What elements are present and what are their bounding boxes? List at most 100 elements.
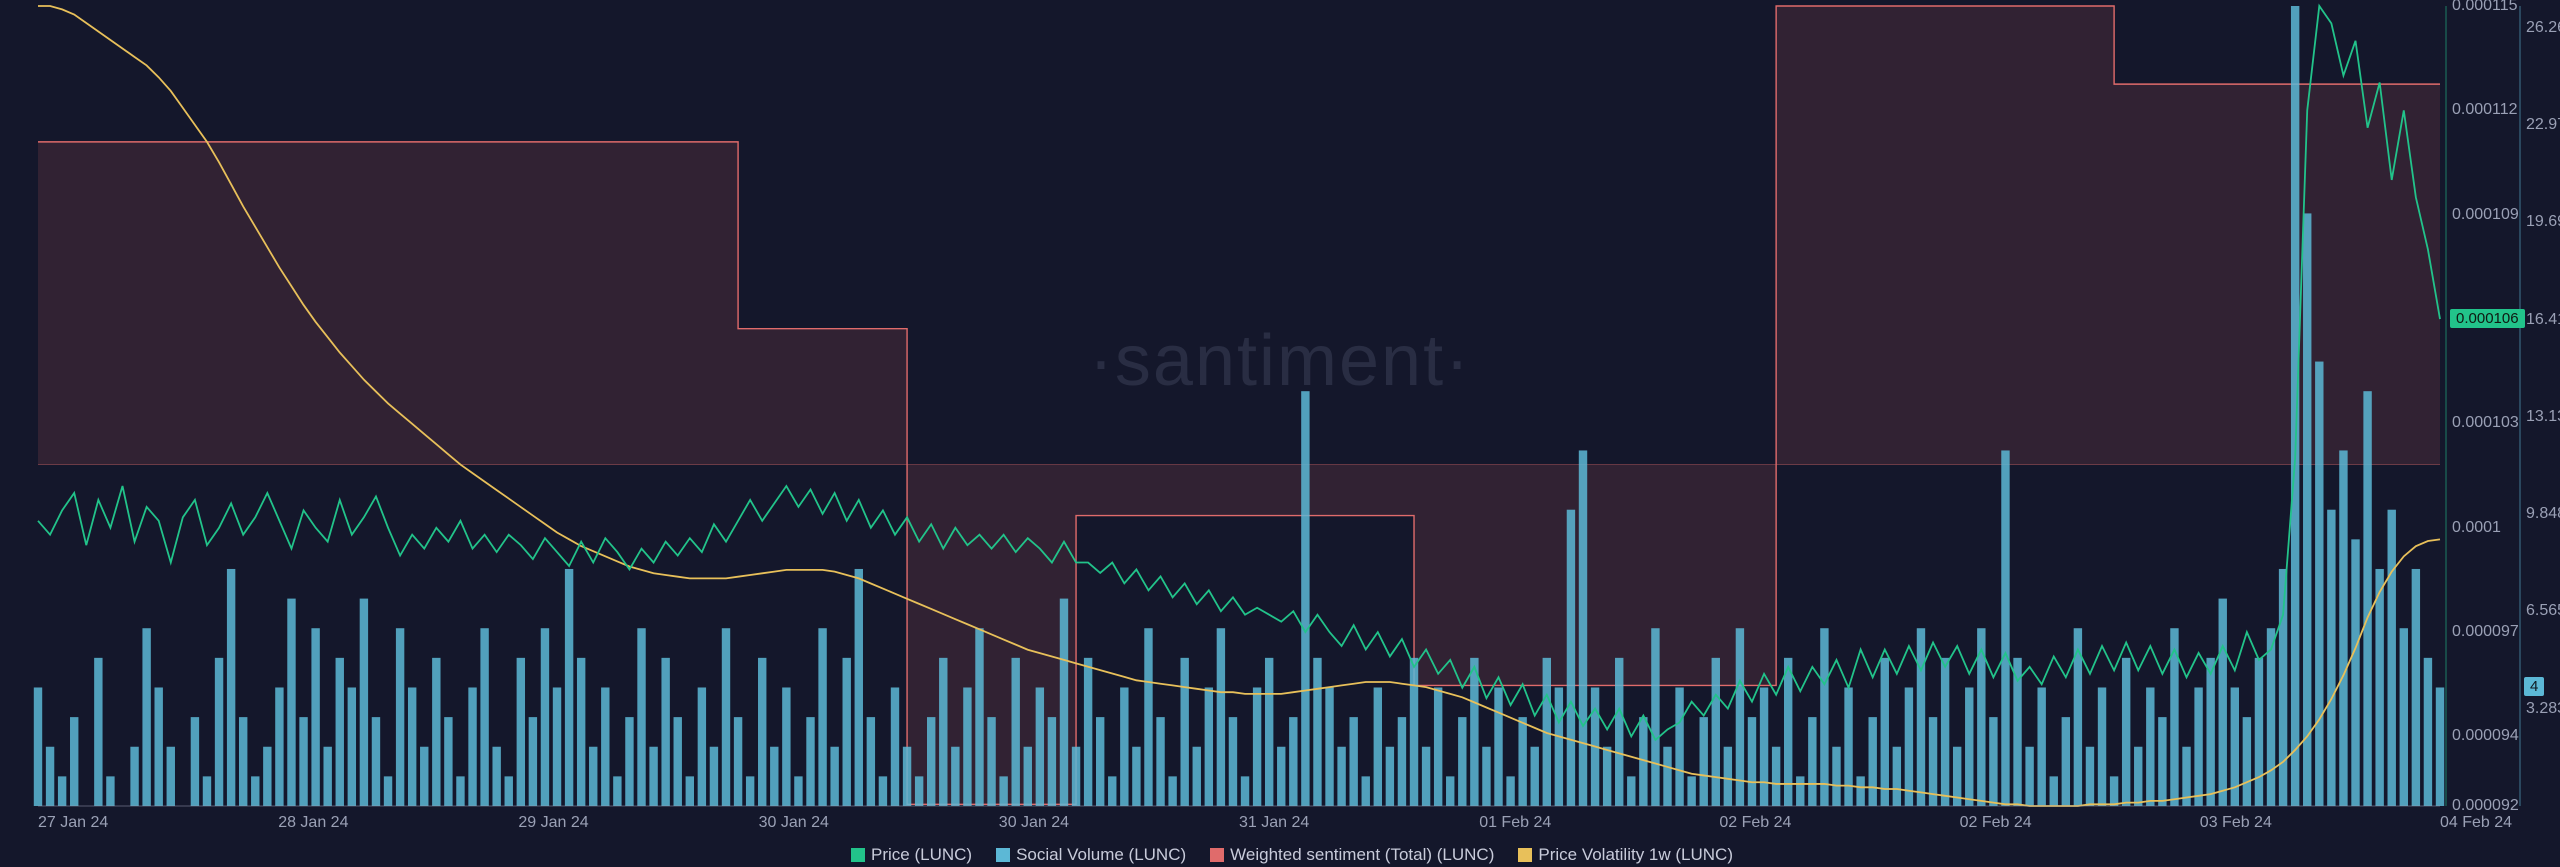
social-bar: [939, 658, 947, 806]
social-bar: [480, 628, 488, 806]
social-bar: [444, 717, 452, 806]
social-bar: [323, 747, 331, 806]
social-bar: [2050, 776, 2058, 806]
social-bar: [1531, 747, 1539, 806]
x-axis-label: 30 Jan 24: [999, 814, 1069, 832]
y-axis-tick-social: 16.413: [2526, 311, 2560, 329]
social-bar: [299, 717, 307, 806]
social-bar: [408, 687, 416, 806]
social-bar: [505, 776, 513, 806]
social-bar: [239, 717, 247, 806]
social-bar: [2110, 776, 2118, 806]
social-bar: [1096, 717, 1104, 806]
x-axis-label: 02 Feb 24: [1960, 814, 2032, 832]
social-bar: [2206, 658, 2214, 806]
chart-svg[interactable]: [0, 0, 2560, 867]
social-bar: [1820, 628, 1828, 806]
social-bar: [1217, 628, 1225, 806]
social-bar: [1156, 717, 1164, 806]
social-bar: [1506, 776, 1514, 806]
social-bar: [1917, 628, 1925, 806]
social-bar: [2134, 747, 2142, 806]
social-bar: [517, 658, 525, 806]
social-bar: [2001, 450, 2009, 806]
social-bar: [661, 658, 669, 806]
legend-label-volatility[interactable]: Price Volatility 1w (LUNC): [1538, 845, 1733, 864]
social-bar: [806, 717, 814, 806]
social-bar: [2339, 450, 2347, 806]
legend-label-social[interactable]: Social Volume (LUNC): [1016, 845, 1186, 864]
social-bar: [1374, 687, 1382, 806]
social-bar: [1144, 628, 1152, 806]
social-bar: [686, 776, 694, 806]
social-bar: [589, 747, 597, 806]
social-bar: [1108, 776, 1116, 806]
social-bar: [2291, 6, 2299, 806]
social-bar: [348, 687, 356, 806]
social-bar: [1687, 776, 1695, 806]
y-axis-tick-social: 19.695: [2526, 213, 2560, 231]
social-bar: [975, 628, 983, 806]
social-bar: [529, 717, 537, 806]
social-bar: [649, 747, 657, 806]
social-bar: [710, 747, 718, 806]
social-bar: [155, 687, 163, 806]
social-bar: [492, 747, 500, 806]
social-bar: [1675, 687, 1683, 806]
social-bar: [879, 776, 887, 806]
social-bar: [34, 687, 42, 806]
social-bar: [287, 599, 295, 806]
social-bar: [843, 658, 851, 806]
social-bar: [2255, 658, 2263, 806]
social-bar: [758, 658, 766, 806]
y-axis-tick-price: 0.000092: [2452, 797, 2519, 815]
social-bar: [1048, 717, 1056, 806]
x-axis-label: 01 Feb 24: [1479, 814, 1551, 832]
social-bar: [1434, 687, 1442, 806]
social-bar: [782, 687, 790, 806]
social-bar: [1362, 776, 1370, 806]
social-bar: [1289, 717, 1297, 806]
social-bar: [1748, 717, 1756, 806]
social-bar: [456, 776, 464, 806]
legend-label-price[interactable]: Price (LUNC): [871, 845, 972, 864]
social-bar: [2351, 539, 2359, 806]
social-bar: [1036, 687, 1044, 806]
social-bar: [1313, 658, 1321, 806]
social-bar: [1868, 717, 1876, 806]
social-bar: [372, 717, 380, 806]
legend-chip-sentiment[interactable]: [1210, 848, 1224, 862]
legend-label-sentiment[interactable]: Weighted sentiment (Total) (LUNC): [1230, 845, 1494, 864]
social-bar: [384, 776, 392, 806]
social-bar: [927, 717, 935, 806]
social-bar: [2098, 687, 2106, 806]
social-bar: [637, 628, 645, 806]
social-bar: [565, 569, 573, 806]
social-bar: [1024, 747, 1032, 806]
social-bar: [1120, 687, 1128, 806]
social-bar: [275, 687, 283, 806]
legend-chip-social[interactable]: [996, 848, 1010, 862]
social-bar: [553, 687, 561, 806]
social-bar: [1856, 776, 1864, 806]
social-bar: [541, 628, 549, 806]
social-bar: [1301, 391, 1309, 806]
social-bar: [2303, 213, 2311, 806]
social-bar: [1277, 747, 1285, 806]
social-bar: [432, 658, 440, 806]
social-bar: [867, 717, 875, 806]
social-bar: [227, 569, 235, 806]
legend-chip-volatility[interactable]: [1518, 848, 1532, 862]
social-bar: [130, 747, 138, 806]
social-bar: [1410, 658, 1418, 806]
social-bar: [770, 747, 778, 806]
social-bar: [625, 717, 633, 806]
social-bar: [46, 747, 54, 806]
social-bar: [94, 658, 102, 806]
social-bar: [2424, 658, 2432, 806]
legend-chip-price[interactable]: [851, 848, 865, 862]
social-bar: [794, 776, 802, 806]
social-bar: [2219, 599, 2227, 806]
social-bar: [360, 599, 368, 806]
social-bar: [1941, 658, 1949, 806]
